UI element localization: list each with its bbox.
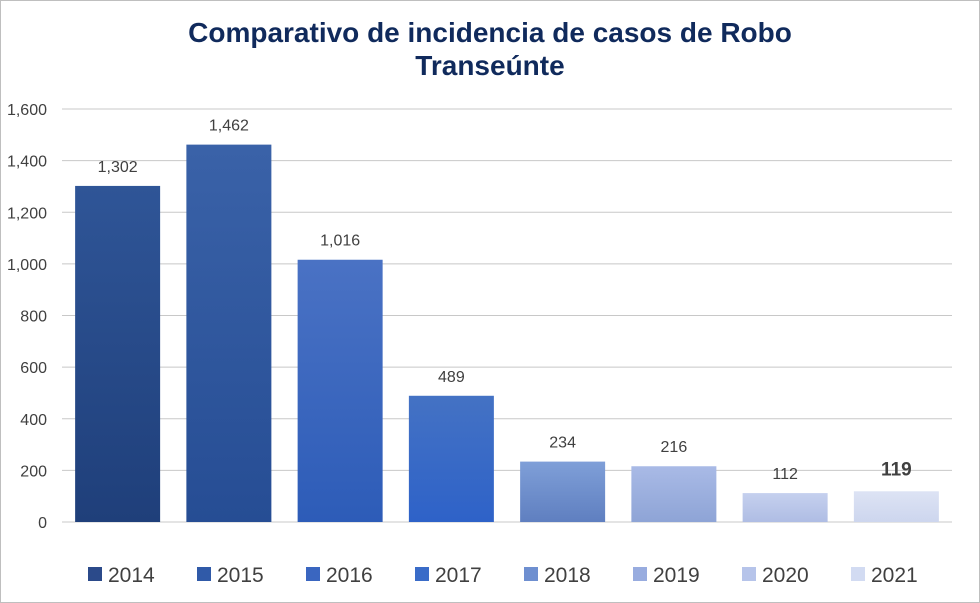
legend-item-2016: 2016: [306, 564, 373, 587]
data-label-2020: 112: [772, 466, 798, 483]
legend-swatch: [851, 567, 865, 581]
data-label-2016: 1,016: [320, 233, 360, 250]
data-label-2019: 216: [661, 439, 688, 456]
bar-2019: [631, 466, 717, 522]
legend-label: 2014: [108, 564, 155, 587]
legend-label: 2016: [326, 564, 373, 587]
legend-swatch: [88, 567, 102, 581]
chart-title-line-1: Comparativo de incidencia de casos de Ro…: [188, 17, 792, 48]
y-tick-label: 400: [20, 412, 47, 429]
bar-2020: [742, 493, 828, 522]
data-label-2018: 234: [549, 435, 576, 452]
data-label-2015: 1,462: [209, 118, 249, 135]
legend-item-2015: 2015: [197, 564, 264, 587]
bar-2015: [186, 144, 272, 522]
data-label-2021: 119: [881, 459, 912, 480]
legend-label: 2021: [871, 564, 918, 587]
legend-swatch: [197, 567, 211, 581]
legend-item-2017: 2017: [415, 564, 482, 587]
bar-2016: [297, 259, 383, 522]
bar-2021: [853, 491, 939, 522]
data-label-2014: 1,302: [98, 159, 138, 176]
y-tick-label: 1,400: [7, 154, 47, 171]
chart-title: Comparativo de incidencia de casos de Ro…: [0, 16, 980, 82]
legend-label: 2019: [653, 564, 700, 587]
y-tick-label: 800: [20, 309, 47, 326]
chart-title-line-2: Transeúnte: [415, 50, 565, 81]
data-label-2017: 489: [438, 369, 465, 386]
y-tick-label: 1,600: [7, 102, 47, 119]
legend-label: 2017: [435, 564, 482, 587]
legend-item-2020: 2020: [742, 564, 809, 587]
legend: 2014 2015 2016 2017 2018 2019 2020 2021: [88, 564, 918, 587]
bar-2018: [520, 461, 606, 522]
legend-item-2014: 2014: [88, 564, 155, 587]
legend-swatch: [306, 567, 320, 581]
bar-2017: [408, 395, 494, 522]
y-tick-label: 600: [20, 360, 47, 377]
bar-2014: [75, 185, 161, 522]
legend-swatch: [524, 567, 538, 581]
bars: [75, 144, 939, 522]
legend-swatch: [633, 567, 647, 581]
legend-swatch: [742, 567, 756, 581]
legend-label: 2015: [217, 564, 264, 587]
legend-item-2019: 2019: [633, 564, 700, 587]
legend-swatch: [415, 567, 429, 581]
y-axis-tick-labels: 0 200 400 600 800 1,000 1,200 1,400 1,600: [7, 102, 47, 532]
y-tick-label: 1,000: [7, 257, 47, 274]
legend-label: 2020: [762, 564, 809, 587]
y-tick-label: 200: [20, 463, 47, 480]
data-labels: 1,302 1,462 1,016 489 234 216 112 119: [98, 118, 912, 483]
y-tick-label: 0: [38, 515, 47, 532]
legend-label: 2018: [544, 564, 591, 587]
legend-item-2021: 2021: [851, 564, 918, 587]
y-tick-label: 1,200: [7, 205, 47, 222]
legend-item-2018: 2018: [524, 564, 591, 587]
